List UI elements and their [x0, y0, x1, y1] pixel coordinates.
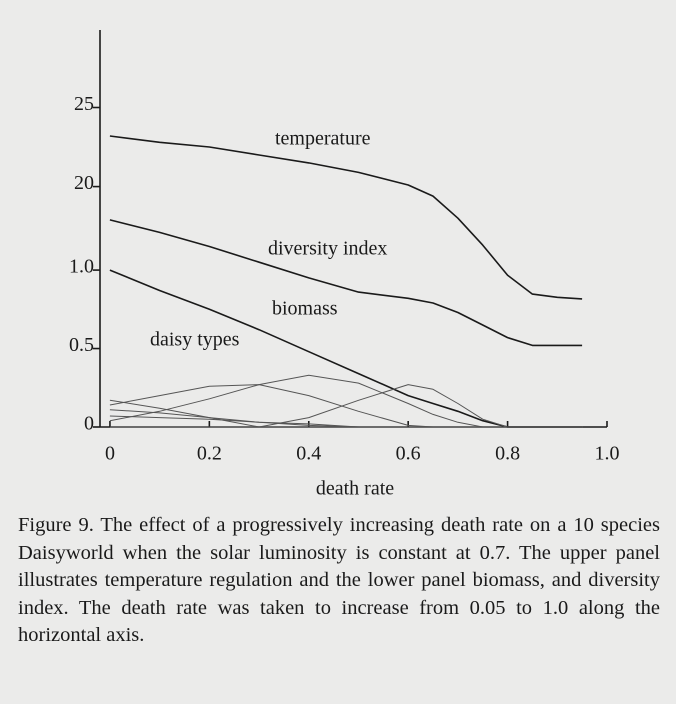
y-tick-label: 1.0 [69, 256, 94, 278]
series-label: diversity index [268, 238, 387, 260]
figure-caption: Figure 9. The effect of a progressively … [18, 514, 660, 646]
series-line [109, 219, 583, 347]
series-line [109, 374, 583, 428]
x-tick-label: 0 [105, 443, 115, 465]
y2-tick-label: 25 [74, 93, 94, 115]
series-label: temperature [275, 128, 371, 150]
y-tick-label: 0.5 [69, 334, 94, 356]
series-label: biomass [272, 298, 338, 320]
annotation: daisy types [150, 329, 240, 351]
series-line [109, 135, 583, 300]
x-tick-label: 0.8 [495, 443, 520, 465]
x-tick-label: 0.2 [197, 443, 222, 465]
x-tick-label: 0.4 [296, 443, 321, 465]
y-tick-label: 0 [84, 413, 94, 435]
x-axis-label: death rate [316, 478, 394, 500]
x-tick-label: 1.0 [595, 443, 620, 465]
series-line [109, 415, 583, 428]
y2-tick-label: 20 [74, 172, 94, 194]
x-tick-label: 0.6 [396, 443, 421, 465]
chart: death rate daisy types 0 0.5 1.0 20 25 0 0.2 0.… [69, 30, 620, 500]
